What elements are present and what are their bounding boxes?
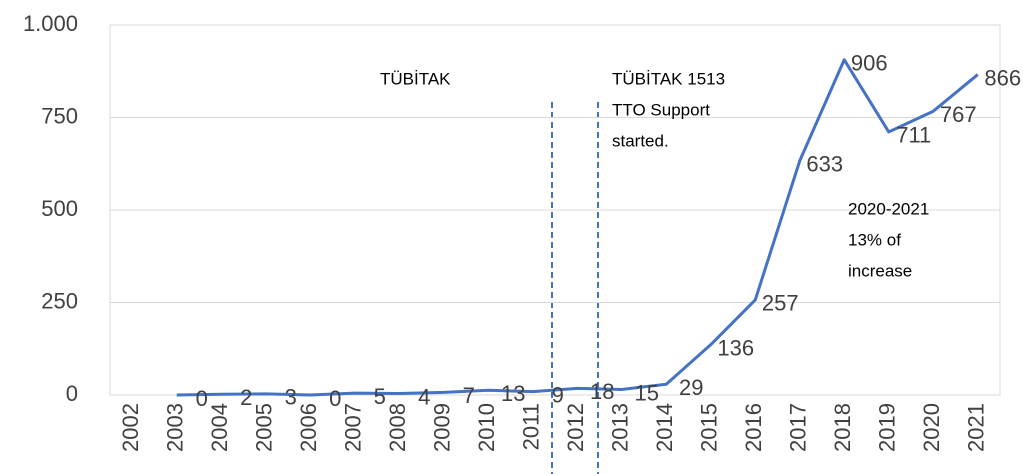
x-tick-label: 2002	[118, 403, 143, 452]
data-label: 0	[329, 386, 341, 411]
annotation: TÜBİTAK 1513	[612, 69, 725, 88]
y-tick-label: 250	[41, 288, 78, 313]
x-tick-label: 2005	[252, 403, 277, 452]
data-label: 18	[590, 379, 614, 404]
data-label: 4	[418, 384, 430, 409]
annotation: increase	[848, 261, 912, 280]
data-label: 767	[940, 102, 977, 127]
data-label: 9	[552, 382, 564, 407]
data-label: 0	[196, 386, 208, 411]
annotation: started.	[612, 131, 669, 150]
annotation: TTO Support	[612, 100, 710, 119]
x-tick-label: 2017	[786, 403, 811, 452]
x-tick-label: 2004	[207, 403, 232, 452]
x-tick-label: 2020	[919, 403, 944, 452]
data-label: 13	[501, 381, 525, 406]
data-label: 906	[851, 51, 888, 76]
line	[176, 58, 979, 397]
x-tick-label: 2006	[296, 403, 321, 452]
x-tick-label: 2013	[608, 403, 633, 452]
x-tick-label: 2009	[430, 403, 455, 452]
y-tick-label: 500	[41, 196, 78, 221]
data-label: 15	[635, 380, 659, 405]
annotation: TÜBİTAK	[380, 69, 451, 88]
y-tick-label: 1.000	[23, 11, 78, 36]
x-tick-label: 2003	[163, 403, 188, 452]
data-label: 5	[374, 384, 386, 409]
data-label: 7	[463, 383, 475, 408]
x-tick-label: 2007	[341, 403, 366, 452]
x-tick-label: 2011	[519, 403, 544, 450]
data-label: 257	[762, 291, 799, 316]
y-tick-label: 750	[41, 103, 78, 128]
annotation: 13% of	[848, 230, 901, 249]
data-label: 711	[896, 123, 931, 148]
data-label: 866	[984, 65, 1021, 90]
x-tick-label: 2018	[830, 403, 855, 452]
x-tick-label: 2008	[385, 403, 410, 452]
x-tick-label: 2015	[697, 403, 722, 452]
x-tick-label: 2012	[563, 403, 588, 452]
data-label: 633	[806, 152, 843, 177]
data-label: 3	[285, 385, 297, 410]
annotation: 2020-2021	[848, 199, 929, 218]
x-tick-label: 2010	[474, 403, 499, 452]
x-tick-label: 2014	[652, 403, 677, 452]
data-label: 2	[240, 385, 252, 410]
data-label: 29	[679, 375, 703, 400]
x-tick-label: 2016	[741, 403, 766, 452]
x-tick-label: 2021	[964, 403, 989, 452]
data-label: 136	[717, 335, 754, 360]
y-tick-label: 0	[66, 381, 78, 406]
x-tick-label: 2019	[875, 403, 900, 452]
